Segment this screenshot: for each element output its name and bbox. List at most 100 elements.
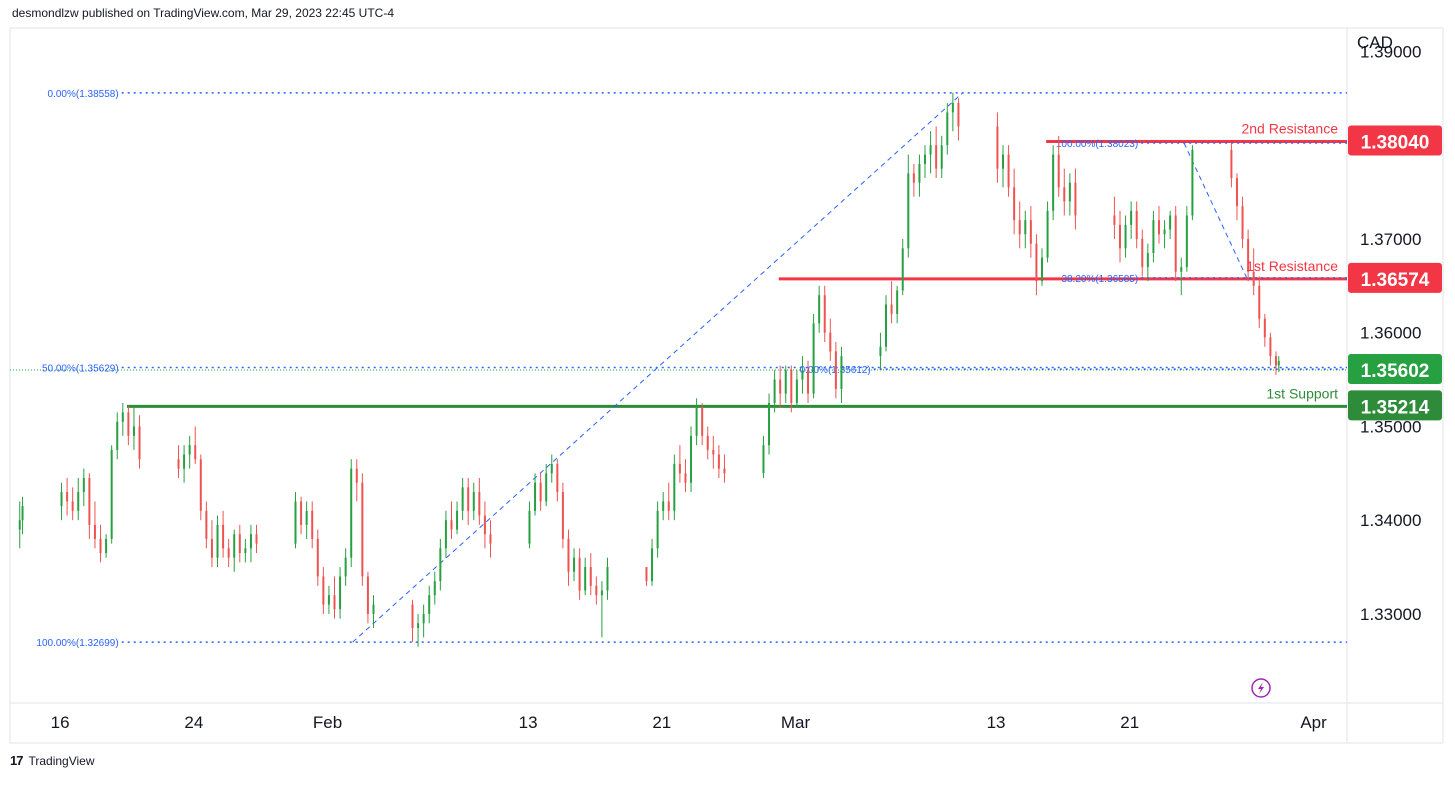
y-tick-label: 1.33000 [1360,605,1421,624]
candle-body [779,379,782,394]
candle-body [333,595,336,610]
candle-body [1018,220,1021,235]
candle-body [790,370,793,403]
candle-body [762,445,765,474]
candle-body [924,154,927,164]
candle-body [483,515,486,535]
y-tick-label: 1.37000 [1360,230,1421,249]
fib-level-label: 0.00%(1.38558) [48,89,119,100]
candle-body [121,412,124,422]
price-tag-badge [1348,125,1442,156]
candle-body [60,492,63,507]
candle-body [88,478,91,525]
candle-body [946,112,949,146]
resistance-label: 2nd Resistance [1241,120,1338,136]
candle-body [701,407,704,436]
candle-body [127,412,130,436]
x-tick-label: 21 [1120,713,1139,732]
lightning-icon[interactable] [1251,678,1271,698]
candle-body [550,463,553,474]
support-label: 1st Support [1266,385,1338,401]
candle-body [673,463,676,511]
candle-body [183,454,186,469]
candle-body [244,548,247,553]
candle-body [912,173,915,183]
candle-body [589,567,592,586]
candle-body [311,510,314,539]
candle-body [1146,253,1149,268]
candle-body [584,567,587,591]
candle-body [305,510,308,525]
candle-body [210,538,213,558]
price-tag-value: 1.36574 [1361,270,1430,291]
candle-body [1035,243,1038,282]
candle-body [199,459,202,511]
candle-body [595,585,598,596]
candle-body [422,613,425,624]
candle-body [1252,271,1255,286]
candle-body [662,501,665,511]
candle-body [350,468,353,558]
candle-body [478,492,481,516]
candle-body [1113,215,1116,225]
candle-body [1024,220,1027,235]
candle-body [1040,257,1043,282]
candle-body [1063,187,1066,202]
candle-body [1274,356,1277,366]
footer-brand[interactable]: 17 TradingView [10,753,95,768]
candle-body [600,590,603,596]
candle-body [801,370,804,380]
candle-body [327,595,330,605]
candle-body [355,468,358,483]
y-tick-label: 1.35000 [1360,417,1421,436]
candle-body [1007,154,1010,188]
y-tick-label: 1.36000 [1360,324,1421,343]
candle-body [238,534,241,553]
candle-body [1180,267,1183,272]
candle-body [138,426,141,460]
tradingview-logo-icon: 17 [10,753,24,768]
x-tick-label: Apr [1300,713,1327,732]
y-tick-label: 1.34000 [1360,511,1421,530]
fib-trend-line [1183,142,1248,279]
currency-label: CAD [1357,33,1393,52]
candle-body [21,506,24,521]
candle-body [784,370,787,394]
candle-body [651,548,654,582]
candle-body [489,534,492,544]
candle-body [807,370,810,394]
candle-body [578,557,581,591]
candle-body [233,534,236,558]
candle-body [1277,360,1280,366]
candle-body [188,445,191,455]
candle-body [812,323,815,394]
candle-body [996,126,999,169]
candle-body [896,290,899,314]
candle-body [678,463,681,474]
candle-body [1247,238,1250,272]
candle-body [706,435,709,450]
candle-body [951,103,954,113]
candle-body [255,534,258,544]
candle-body [606,567,609,591]
candle-body [428,595,431,614]
fib-level-label: 100.00%(1.38023) [1056,139,1138,150]
price-tag-value: 1.38040 [1361,132,1430,153]
candle-body [539,482,542,502]
candle-body [132,426,135,436]
candle-body [472,492,475,511]
candle-body [1169,215,1172,230]
candle-body [1046,210,1049,258]
candle-body [528,510,531,544]
candle-body [1052,154,1055,211]
candle-body [1157,220,1160,235]
candle-body [1230,149,1233,178]
candle-body [690,435,693,483]
candle-body [116,421,119,450]
price-tag-value: 1.35214 [1361,397,1430,418]
candle-body [645,567,648,582]
candle-body [1185,215,1188,268]
candle-body [885,304,888,347]
